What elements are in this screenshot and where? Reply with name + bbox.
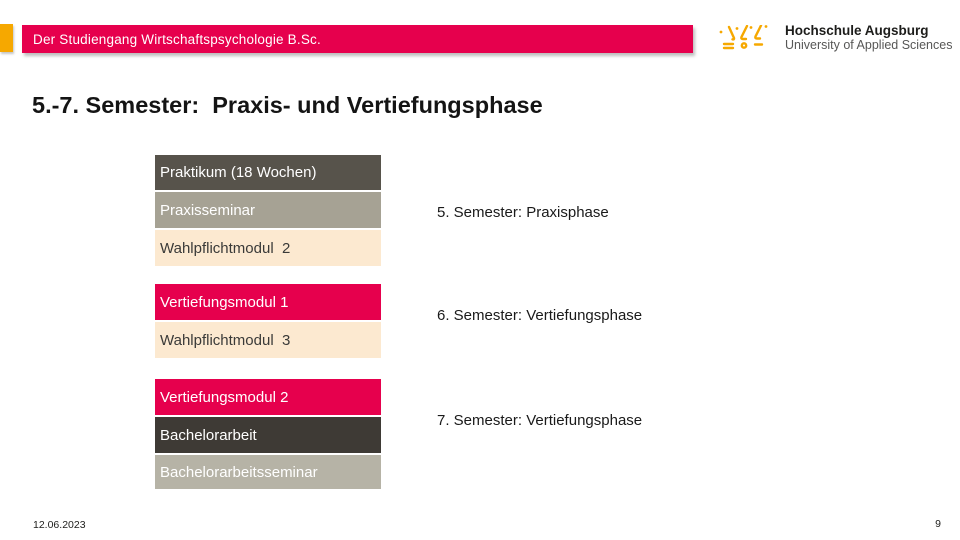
hochschule-augsburg-logo-icon bbox=[719, 25, 768, 50]
module-box-praktikum: Praktikum (18 Wochen) bbox=[155, 155, 381, 190]
module-box-vertiefungsmodul-1: Vertiefungsmodul 1 bbox=[155, 284, 381, 320]
page-number: 9 bbox=[935, 518, 941, 530]
header-banner-text: Der Studiengang Wirtschaftspsychologie B… bbox=[33, 31, 321, 47]
accent-square bbox=[0, 24, 13, 52]
logo-name: Hochschule Augsburg bbox=[785, 23, 929, 38]
module-box-bachelorarbeitsseminar: Bachelorarbeitsseminar bbox=[155, 455, 381, 489]
semester-label-5: 5. Semester: Praxisphase bbox=[437, 204, 609, 221]
module-box-praxisseminar: Praxisseminar bbox=[155, 192, 381, 228]
logo-subtitle: University of Applied Sciences bbox=[785, 38, 953, 52]
module-box-wahlpflichtmodul-2: Wahlpflichtmodul 2 bbox=[155, 230, 381, 266]
footer-date: 12.06.2023 bbox=[33, 519, 86, 531]
module-box-wahlpflichtmodul-3: Wahlpflichtmodul 3 bbox=[155, 322, 381, 358]
semester-label-7: 7. Semester: Vertiefungsphase bbox=[437, 412, 643, 429]
header-banner: Der Studiengang Wirtschaftspsychologie B… bbox=[22, 25, 693, 53]
module-box-bachelorarbeit: Bachelorarbeit bbox=[155, 417, 381, 453]
logo-text: Hochschule Augsburg University of Applie… bbox=[785, 23, 952, 53]
slide-title: 5.-7. Semester: Praxis- und Vertiefungsp… bbox=[32, 92, 543, 118]
module-box-vertiefungsmodul-2: Vertiefungsmodul 2 bbox=[155, 379, 381, 415]
semester-label-6: 6. Semester: Vertiefungsphase bbox=[437, 307, 643, 324]
